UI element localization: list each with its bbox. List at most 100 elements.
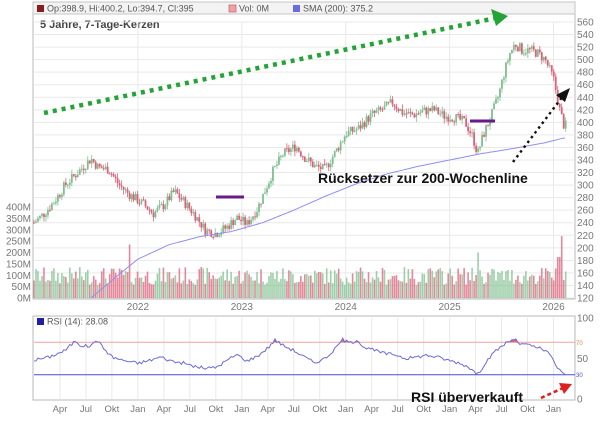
candle-body (373, 110, 376, 113)
ohlc-legend-swatch (37, 5, 44, 12)
candle-body (218, 235, 221, 237)
candle-body (164, 205, 167, 210)
candle-body (467, 126, 470, 132)
volume-bar (292, 274, 294, 298)
month-tick-label: Jan (130, 404, 145, 415)
rsi-line (33, 337, 567, 376)
volume-bar (495, 280, 497, 298)
candle-body (495, 98, 497, 104)
volume-bar (455, 281, 457, 298)
candle-body (451, 119, 454, 122)
volume-bar (272, 272, 274, 298)
candle-body (162, 204, 165, 210)
candle-body (435, 107, 438, 111)
volume-bar (540, 268, 543, 298)
rsi-arrow-head (559, 383, 572, 394)
candle-body (433, 106, 436, 111)
volume-bar (276, 271, 278, 298)
volume-bar (184, 267, 187, 298)
volume-bar (86, 269, 89, 298)
candle-body (455, 114, 458, 123)
price-tick-label: 500 (577, 55, 594, 66)
month-tick-label: Jan (442, 404, 457, 415)
candle-body (204, 223, 207, 235)
candle-body (339, 142, 342, 151)
year-tick-label: 2025 (439, 302, 462, 313)
sma-200-line (90, 137, 566, 299)
candle-body (379, 107, 382, 110)
candle-body (226, 225, 229, 229)
volume-bar (39, 280, 41, 298)
price-tick-label: 220 (577, 231, 594, 242)
candle-body (47, 209, 49, 216)
volume-bar (222, 271, 224, 298)
candle-body (343, 136, 346, 142)
volume-bar (80, 276, 83, 298)
candle-body (459, 114, 462, 120)
price-tick-label: 400 (577, 118, 594, 129)
volume-bar (383, 269, 386, 298)
month-tick-label: Jul (184, 404, 196, 415)
volume-bar (497, 272, 499, 298)
volume-bar (357, 271, 360, 298)
candle-body (367, 116, 370, 122)
volume-bar (395, 275, 398, 298)
volume-bar (503, 279, 505, 298)
volume-bar (556, 257, 559, 298)
candle-body (270, 180, 272, 184)
volume-bar (260, 269, 262, 298)
volume-bar (391, 276, 394, 298)
candle-body (554, 76, 557, 90)
candle-body (170, 190, 173, 201)
volume-bar (208, 272, 211, 298)
volume-bar (186, 283, 189, 298)
candle-body (303, 156, 306, 162)
volume-bar (136, 271, 139, 298)
price-tick-label: 300 (577, 181, 594, 192)
volume-bar (210, 279, 213, 298)
volume-tick-label: 300M (6, 225, 31, 236)
volume-bar (90, 282, 93, 298)
price-tick-label: 440 (577, 93, 594, 104)
volume-bar (142, 281, 145, 298)
candle-body (405, 113, 408, 115)
candle-body (385, 101, 388, 106)
month-tick-label: Okt (520, 404, 535, 415)
volume-bar (232, 283, 234, 298)
month-tick-label: Apr (53, 404, 68, 415)
volume-bar (441, 271, 444, 298)
candle-body (558, 103, 561, 108)
candle-body (532, 46, 535, 50)
volume-bar (100, 271, 103, 298)
volume-bar (108, 274, 111, 298)
candle-body (381, 109, 384, 111)
candle-body (130, 194, 133, 199)
candle-body (168, 196, 171, 201)
volume-bar (552, 280, 555, 298)
candle-body (427, 108, 430, 115)
volume-bar (485, 282, 487, 298)
pullback-annotation: Rücksetzer zur 200-Wochenline (318, 170, 528, 186)
volume-bar (296, 282, 298, 298)
candle-body (106, 166, 109, 174)
candle-body (156, 207, 159, 212)
candle-body (550, 65, 553, 72)
candle-body (325, 163, 328, 165)
candle-body (132, 194, 135, 201)
volume-bar (327, 282, 330, 298)
candle-body (407, 111, 410, 114)
volume-bar (381, 267, 384, 298)
volume-bar (501, 270, 503, 298)
volume-bar (240, 283, 242, 298)
vol-readout: Vol: 0M (239, 4, 269, 14)
candle-body (311, 161, 314, 168)
candle-body (403, 113, 406, 115)
volume-bar (166, 272, 169, 298)
volume-bar (439, 268, 442, 298)
candle-body (55, 201, 57, 204)
candle-body (76, 174, 79, 178)
candle-body (287, 148, 290, 152)
volume-bar (122, 274, 125, 298)
candle-body (361, 122, 364, 129)
